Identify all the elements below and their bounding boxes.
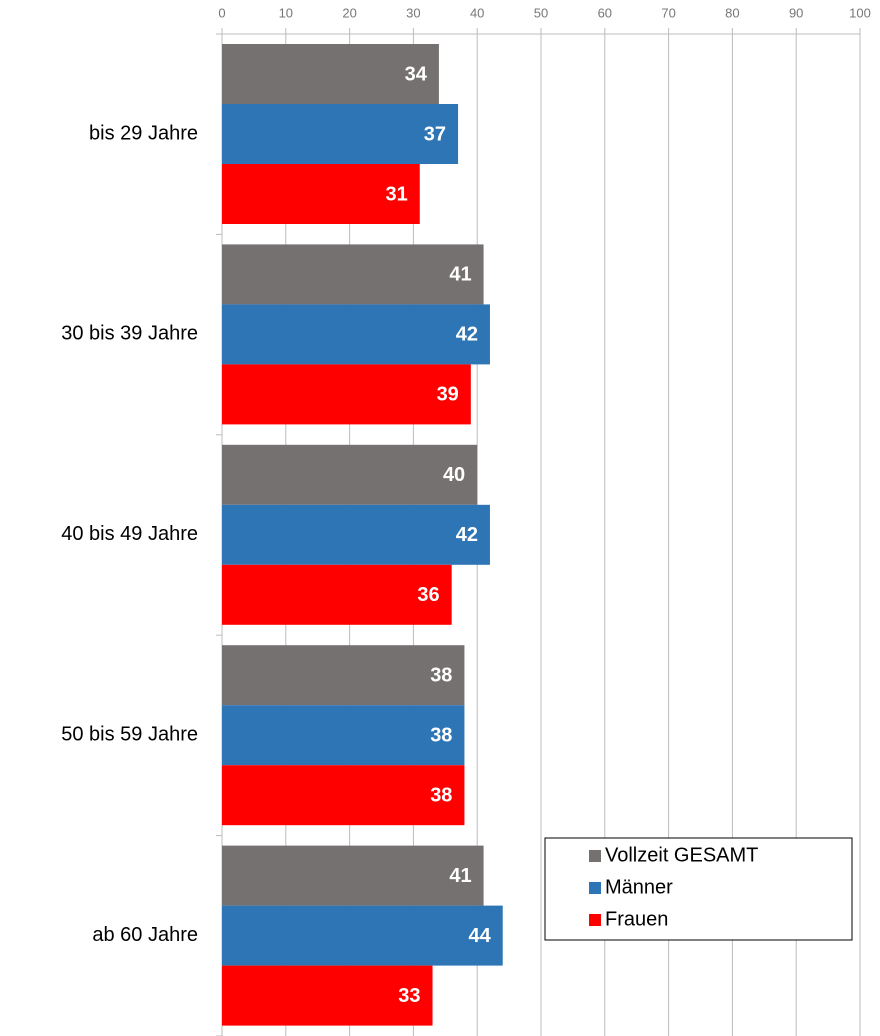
data-label: 38 — [430, 724, 452, 746]
bar — [222, 104, 459, 164]
bar — [222, 164, 420, 224]
data-label: 40 — [443, 464, 465, 486]
bar — [222, 44, 439, 104]
x-tick-label: 90 — [789, 5, 803, 20]
bar — [222, 765, 465, 826]
bar — [222, 705, 465, 766]
bar — [222, 504, 490, 565]
x-tick-label: 80 — [725, 5, 739, 20]
x-tick-label: 10 — [279, 5, 293, 20]
x-tick-label: 40 — [470, 5, 484, 20]
bar — [222, 965, 433, 1026]
bar — [222, 905, 503, 966]
data-label: 44 — [468, 925, 491, 947]
x-tick-label: 60 — [598, 5, 612, 20]
data-label: 41 — [449, 865, 471, 887]
data-label: 42 — [456, 524, 478, 546]
data-label: 39 — [437, 384, 459, 406]
legend-swatch — [589, 914, 601, 926]
bar — [222, 444, 478, 505]
data-label: 37 — [424, 123, 446, 145]
data-label: 38 — [430, 664, 452, 686]
y-tick-label: 40 bis 49 Jahre — [61, 523, 198, 545]
y-tick-label: 50 bis 59 Jahre — [61, 723, 198, 745]
data-label: 31 — [386, 183, 408, 205]
data-label: 38 — [430, 784, 452, 806]
legend-label: Männer — [605, 876, 673, 898]
legend-label: Vollzeit GESAMT — [605, 844, 758, 866]
y-tick-label: bis 29 Jahre — [89, 122, 198, 144]
bar — [222, 845, 484, 906]
legend-swatch — [589, 882, 601, 894]
legend-swatch — [589, 850, 601, 862]
y-tick-label: ab 60 Jahre — [92, 924, 198, 946]
legend-label: Frauen — [605, 908, 668, 930]
data-label: 36 — [417, 584, 439, 606]
x-tick-label: 70 — [661, 5, 675, 20]
x-tick-label: 20 — [342, 5, 356, 20]
x-tick-label: 50 — [534, 5, 548, 20]
data-label: 42 — [456, 324, 478, 346]
bar — [222, 304, 490, 365]
data-label: 33 — [398, 985, 420, 1007]
x-tick-label: 100 — [849, 5, 871, 20]
x-tick-label: 30 — [406, 5, 420, 20]
bar — [222, 645, 465, 706]
x-tick-label: 0 — [218, 5, 225, 20]
bar — [222, 564, 452, 625]
data-label: 34 — [405, 63, 428, 85]
bar — [222, 364, 471, 425]
data-label: 41 — [449, 264, 471, 286]
y-tick-label: 30 bis 39 Jahre — [61, 323, 198, 345]
bar — [222, 244, 484, 305]
